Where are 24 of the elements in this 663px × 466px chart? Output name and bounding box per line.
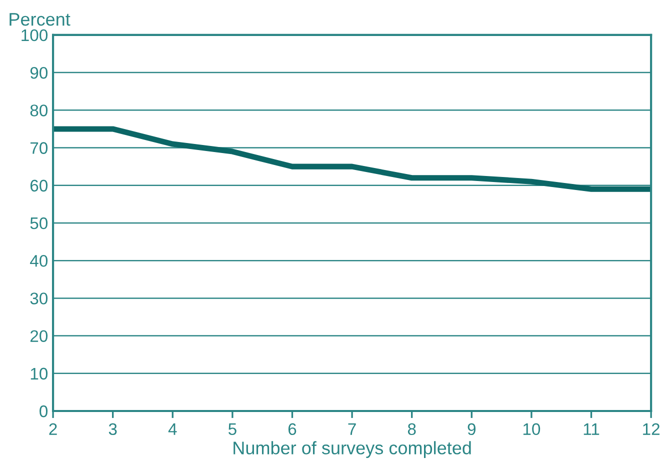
y-tick-label: 80 (30, 104, 48, 116)
y-tick-label: 90 (30, 66, 48, 79)
y-tick-label: 10 (30, 368, 48, 380)
y-tick-label: 100 (22, 29, 48, 42)
x-tick-label: 7 (348, 423, 356, 435)
y-tick-label: 50 (30, 217, 48, 230)
x-tick-label: 5 (228, 423, 236, 436)
x-tick-label: 4 (168, 423, 177, 435)
y-tick-label: 30 (30, 292, 48, 304)
x-tick-label: 6 (288, 423, 296, 436)
y-axis-title: Percent (10, 13, 70, 26)
y-tick-label: 20 (30, 330, 48, 342)
x-tick-label: 2 (49, 423, 57, 435)
y-tick-label: 60 (30, 180, 48, 192)
x-tick-label: 12 (643, 423, 660, 435)
y-tick-label: 0 (40, 405, 48, 418)
x-tick-label: 10 (523, 423, 540, 436)
x-tick-label: 11 (584, 423, 600, 435)
x-tick-label: 9 (468, 423, 476, 436)
x-axis-title: Number of surveys completed (234, 441, 471, 458)
y-tick-label: 70 (30, 142, 48, 154)
x-tick-label: 8 (408, 423, 416, 436)
y-tick-label: 40 (30, 254, 48, 267)
x-tick-label: 3 (108, 423, 117, 436)
